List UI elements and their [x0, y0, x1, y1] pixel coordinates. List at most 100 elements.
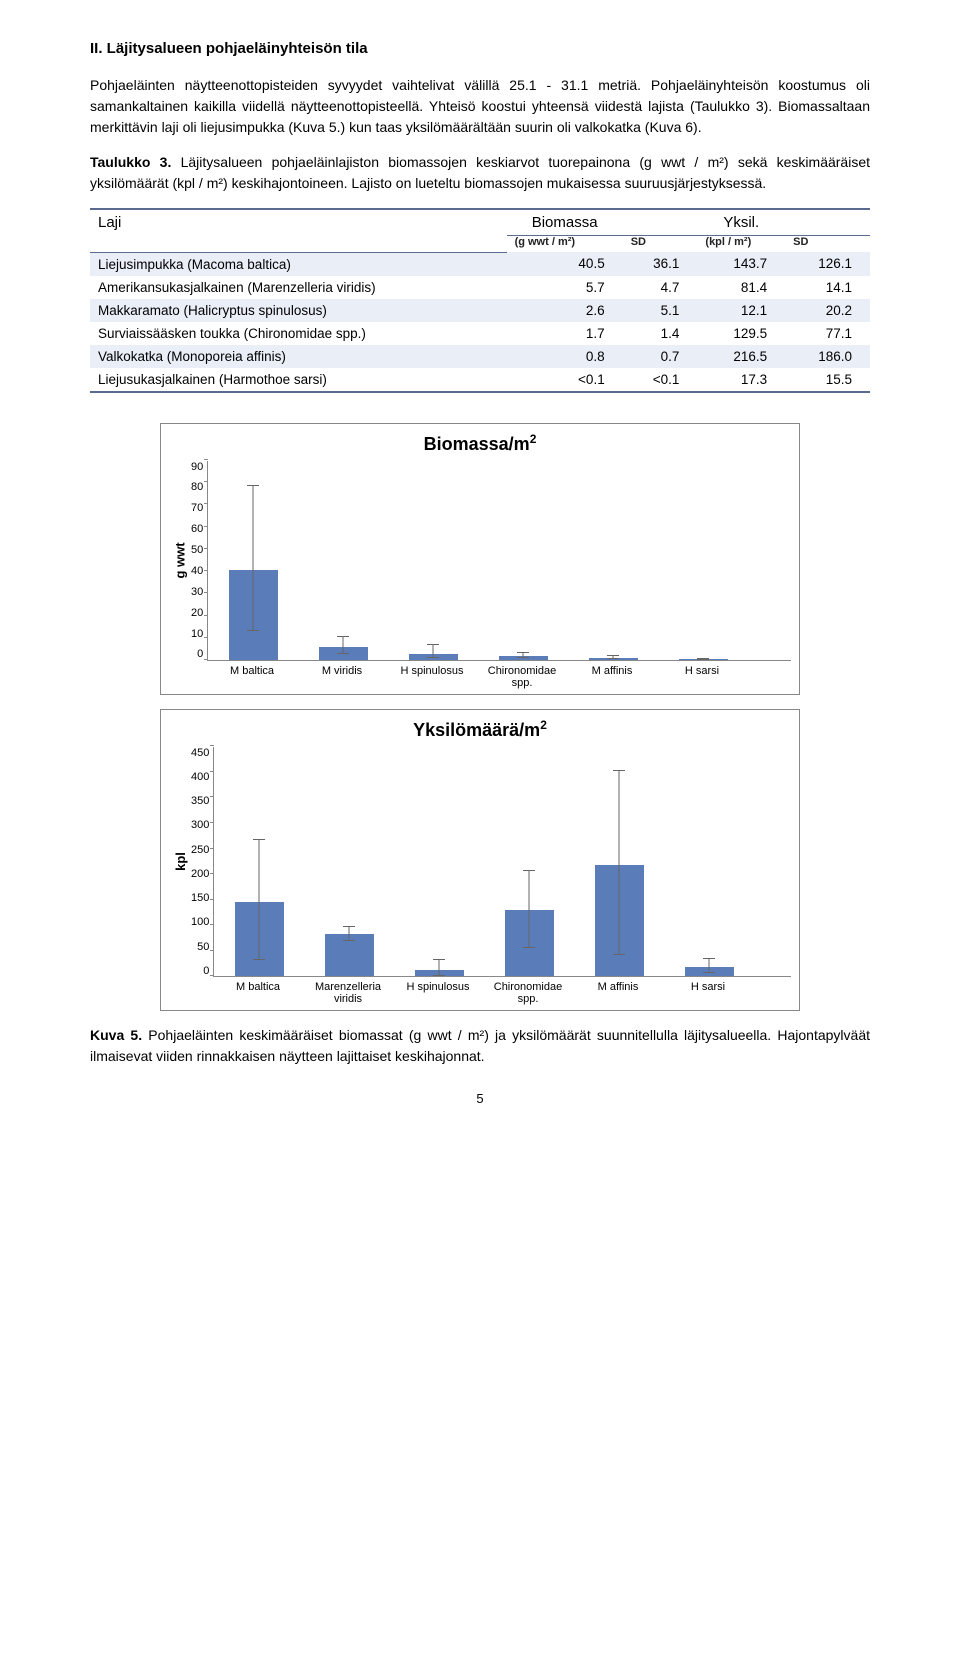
cell-sd1: 1.4 — [623, 322, 698, 345]
cell-sd2: 186.0 — [785, 345, 870, 368]
yksilomaara-chart-ytick: 250 — [191, 844, 209, 856]
yksilomaara-chart-ytick: 0 — [203, 965, 209, 977]
table-row: Liejusukasjalkainen (Harmothoe sarsi)<0.… — [90, 368, 870, 392]
table-row: Makkaramato (Halicryptus spinulosus)2.65… — [90, 299, 870, 322]
biomassa-chart-ytick: 90 — [191, 461, 203, 473]
biomassa-chart-ytick: 40 — [191, 565, 203, 577]
biomassa-chart-ytick: 80 — [191, 481, 203, 493]
biomassa-chart-xlabel: H spinulosus — [387, 665, 477, 690]
yksilomaara-chart-ytick: 300 — [191, 819, 209, 831]
section-title: II. Läjitysalueen pohjaeläinyhteisön til… — [90, 40, 870, 57]
table-caption: Taulukko 3. Läjitysalueen pohjaeläinlaji… — [90, 152, 870, 194]
table-row: Liejusimpukka (Macoma baltica)40.536.114… — [90, 252, 870, 276]
cell-sd1: 5.1 — [623, 299, 698, 322]
biomassa-chart-errorbar — [253, 486, 254, 630]
yksilomaara-chart-xlabel: M affinis — [573, 981, 663, 1006]
biomassa-chart-ytick: 50 — [191, 544, 203, 556]
yksilomaara-chart-xlabel: M baltica — [213, 981, 303, 1006]
biomassa-chart-errorbar — [343, 637, 344, 654]
yksilomaara-chart-plot — [213, 747, 791, 977]
biomassa-chart-plot — [207, 461, 791, 661]
biomassa-chart-xlabel: M baltica — [207, 665, 297, 690]
yksilomaara-chart-ytick: 200 — [191, 868, 209, 880]
yksilomaara-chart-xlabel: H spinulosus — [393, 981, 483, 1006]
species-table: Laji Biomassa Yksil. (g wwt / m²) SD (kp… — [90, 208, 870, 393]
cell-biomass: 40.5 — [507, 252, 623, 276]
cell-sd2: 77.1 — [785, 322, 870, 345]
yksilomaara-chart-title: Yksilömäärä/m2 — [169, 718, 791, 741]
yksilomaara-chart-errorbar — [709, 959, 710, 973]
cell-name: Makkaramato (Halicryptus spinulosus) — [90, 299, 507, 322]
cell-name: Surviaissääsken toukka (Chironomidae spp… — [90, 322, 507, 345]
col-sd2-spacer — [785, 209, 870, 236]
cell-biomass: 2.6 — [507, 299, 623, 322]
yksilomaara-chart-errorbar — [259, 840, 260, 960]
yksilomaara-chart-ytick: 50 — [197, 941, 209, 953]
cell-yksil: 12.1 — [697, 299, 785, 322]
biomassa-chart-xlabel: H sarsi — [657, 665, 747, 690]
cell-yksil: 17.3 — [697, 368, 785, 392]
biomassa-chart-errorbar — [433, 645, 434, 658]
col-yksil-unit: (kpl / m²) — [697, 236, 785, 253]
cell-name: Amerikansukasjalkainen (Marenzelleria vi… — [90, 276, 507, 299]
yksilomaara-chart-errorbar — [349, 927, 350, 941]
biomassa-chart-ytick: 30 — [191, 586, 203, 598]
biomassa-chart-ytick: 0 — [197, 648, 203, 660]
col-sd1-spacer — [623, 209, 698, 236]
cell-name: Liejusimpukka (Macoma baltica) — [90, 252, 507, 276]
cell-biomass: 0.8 — [507, 345, 623, 368]
cell-sd2: 14.1 — [785, 276, 870, 299]
page-number: 5 — [90, 1091, 870, 1106]
cell-sd1: 0.7 — [623, 345, 698, 368]
cell-biomass: 5.7 — [507, 276, 623, 299]
yksilomaara-chart-errorbar — [529, 871, 530, 948]
biomassa-chart-xlabel: M affinis — [567, 665, 657, 690]
col-sd1: SD — [623, 236, 698, 253]
cell-sd2: 20.2 — [785, 299, 870, 322]
col-biomassa-unit: (g wwt / m²) — [507, 236, 623, 253]
biomassa-chart-ytick: 70 — [191, 502, 203, 514]
cell-yksil: 81.4 — [697, 276, 785, 299]
figure-caption-text: Pohjaeläinten keskimääräiset biomassat (… — [90, 1027, 870, 1064]
yksilomaara-chart-xlabel: H sarsi — [663, 981, 753, 1006]
yksilomaara-chart: Yksilömäärä/m2kpl45040035030025020015010… — [160, 709, 800, 1011]
col-biomassa: Biomassa — [507, 209, 623, 236]
biomassa-chart-ytick: 10 — [191, 628, 203, 640]
biomassa-chart-xlabel: Chironomidaespp. — [477, 665, 567, 690]
col-yksil: Yksil. — [697, 209, 785, 236]
cell-yksil: 216.5 — [697, 345, 785, 368]
cell-sd2: 126.1 — [785, 252, 870, 276]
yksilomaara-chart-ytick: 150 — [191, 892, 209, 904]
cell-biomass: 1.7 — [507, 322, 623, 345]
cell-yksil: 129.5 — [697, 322, 785, 345]
table-caption-text: Läjitysalueen pohjaeläinlajiston biomass… — [90, 154, 870, 191]
biomassa-chart-title: Biomassa/m2 — [169, 432, 791, 455]
table-row: Valkokatka (Monoporeia affinis)0.80.7216… — [90, 345, 870, 368]
intro-paragraph: Pohjaeläinten näytteenottopisteiden syvy… — [90, 75, 870, 138]
table-caption-label: Taulukko 3. — [90, 154, 171, 170]
biomassa-chart-ytick: 20 — [191, 607, 203, 619]
cell-biomass: <0.1 — [507, 368, 623, 392]
biomassa-chart-xlabel: M viridis — [297, 665, 387, 690]
col-sd2: SD — [785, 236, 870, 253]
yksilomaara-chart-ytick: 450 — [191, 747, 209, 759]
col-laji: Laji — [90, 209, 507, 252]
cell-sd1: 36.1 — [623, 252, 698, 276]
table-row: Amerikansukasjalkainen (Marenzelleria vi… — [90, 276, 870, 299]
cell-sd1: 4.7 — [623, 276, 698, 299]
figure-caption: Kuva 5. Pohjaeläinten keskimääräiset bio… — [90, 1025, 870, 1067]
cell-name: Valkokatka (Monoporeia affinis) — [90, 345, 507, 368]
figure-caption-label: Kuva 5. — [90, 1027, 142, 1043]
yksilomaara-chart-xlabel: Marenzelleriaviridis — [303, 981, 393, 1006]
biomassa-chart-ytick: 60 — [191, 523, 203, 535]
cell-name: Liejusukasjalkainen (Harmothoe sarsi) — [90, 368, 507, 392]
cell-yksil: 143.7 — [697, 252, 785, 276]
yksilomaara-chart-ytick: 400 — [191, 771, 209, 783]
yksilomaara-chart-ytick: 350 — [191, 795, 209, 807]
cell-sd2: 15.5 — [785, 368, 870, 392]
yksilomaara-chart-ylabel: kpl — [172, 852, 187, 871]
yksilomaara-chart-errorbar — [439, 960, 440, 976]
yksilomaara-chart-xlabel: Chironomidaespp. — [483, 981, 573, 1006]
biomassa-chart-ylabel: g wwt — [173, 542, 188, 578]
biomassa-chart: Biomassa/m2 g wwt 90 80 70 60 50 40 30 20 10 0 M bal… — [160, 423, 800, 695]
